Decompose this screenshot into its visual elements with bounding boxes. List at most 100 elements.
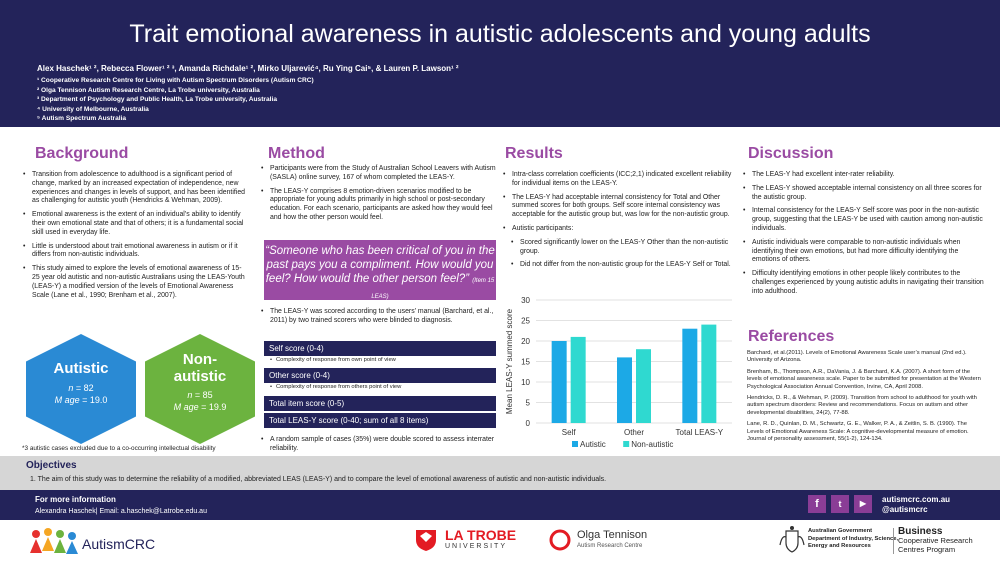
chart-bar xyxy=(570,336,586,423)
results-text: Intra-class correlation coefficients (IC… xyxy=(502,171,734,275)
reference-list: Barchard, et al.(2011). Levels of Emotio… xyxy=(747,350,982,447)
chart-y-tick-label: 15 xyxy=(521,358,530,367)
method-bullet: The LEAS-Y comprises 8 emotion-driven sc… xyxy=(260,188,496,223)
chart-y-tick-label: 20 xyxy=(521,337,530,346)
results-sub-bullet: Did not differ from the non-autistic gro… xyxy=(510,261,734,270)
autismcrc-logo: AutismCRC xyxy=(82,536,156,552)
youtube-icon[interactable]: ▶ xyxy=(854,495,872,513)
method-heading: Method xyxy=(268,145,325,162)
chart-bar xyxy=(551,341,567,423)
latrobe-logo: LA TROBE xyxy=(445,527,517,543)
contact-email[interactable]: Alexandra Haschek| Email: a.haschek@Latr… xyxy=(35,508,207,515)
autismcrc-figures-logo xyxy=(30,528,78,554)
chart-bar xyxy=(617,357,632,423)
chart-bar xyxy=(636,349,651,423)
olga-tennison-logo: Olga Tennison xyxy=(577,529,648,541)
method-bullet: Participants were from the Study of Aust… xyxy=(260,165,496,183)
objectives-heading: Objectives xyxy=(26,460,77,471)
poster-title: Trait emotional awareness in autistic ad… xyxy=(129,20,871,48)
chart-category-label: Total LEAS-Y xyxy=(676,428,724,437)
chart-legend-label: Non-autistic xyxy=(631,440,673,449)
chart-bar xyxy=(682,328,698,423)
score-desc: Complexity of response from others point… xyxy=(264,384,496,390)
score-box-self: Self score (0-4) xyxy=(264,341,496,356)
background-heading: Background xyxy=(35,145,129,162)
chart-category-label: Self xyxy=(562,428,577,437)
twitter-icon[interactable]: t xyxy=(831,495,849,513)
logo-row xyxy=(0,520,1000,562)
method-text-2: The LEAS-Y was scored according to the u… xyxy=(260,308,496,331)
score-desc: Complexity of response from own point of… xyxy=(264,357,496,363)
hex-title: Autistic xyxy=(53,360,109,377)
social-handle: @autismcrc xyxy=(882,505,928,514)
poster-header: Trait emotional awareness in autistic ad… xyxy=(0,0,1000,127)
affiliation: ³ Department of Psychology and Public He… xyxy=(37,96,277,104)
references-heading: References xyxy=(748,328,835,345)
reference-item: Lane, R. D., Quinlan, D. M., Schwartz, G… xyxy=(747,421,969,443)
background-footnote: *3 autistic cases excluded due to a co-o… xyxy=(22,445,216,452)
background-text: Transition from adolescence to adulthood… xyxy=(22,171,248,305)
affiliation: ¹ Cooperative Research Centre for Living… xyxy=(37,77,314,84)
discussion-bullet: The LEAS-Y showed acceptable internal co… xyxy=(742,185,988,203)
affiliation: ² Olga Tennison Autism Research Centre, … xyxy=(37,86,260,94)
chart-y-tick-label: 10 xyxy=(521,378,530,387)
reference-item: Brenham, B., Thompson, A.R., DaVania, J.… xyxy=(747,368,981,390)
autistic-sample-hexagon: Autistic n = 82 M age = 19.0 xyxy=(26,334,136,444)
facebook-icon[interactable]: f xyxy=(808,495,826,513)
chart-y-tick-label: 0 xyxy=(526,419,531,428)
method-text: Participants were from the Study of Aust… xyxy=(260,165,496,228)
chart-y-tick-label: 5 xyxy=(526,399,531,408)
hex-n: n = 85 xyxy=(187,390,213,400)
chart-y-tick-label: 30 xyxy=(521,296,530,305)
discussion-bullet: Difficulty identifying emotions in other… xyxy=(742,270,988,296)
background-bullet: Emotional awareness is the extent of an … xyxy=(22,211,248,237)
affiliations: ¹ Cooperative Research Centre for Living… xyxy=(37,76,314,124)
method-bullet: A random sample of cases (35%) were doub… xyxy=(260,436,496,454)
objectives-text: 1. The aim of this study was to determin… xyxy=(30,476,607,483)
website-link[interactable]: autismcrc.com.au @autismcrc xyxy=(882,495,951,514)
nonautistic-sample-hexagon: Non-autistic n = 85 M age = 19.9 xyxy=(145,334,255,444)
chart-legend-swatch xyxy=(572,441,578,447)
logo-divider xyxy=(893,528,894,554)
affiliation: ⁴ University of Melbourne, Australia xyxy=(37,105,149,113)
chart-y-tick-label: 25 xyxy=(521,317,530,326)
hex-age: M age = 19.9 xyxy=(173,402,227,412)
discussion-text: The LEAS-Y had excellent inter-rater rel… xyxy=(742,171,988,302)
background-bullet: This study aimed to explore the levels o… xyxy=(22,265,248,300)
latrobe-crest-icon xyxy=(416,530,436,551)
background-bullet: Transition from adolescence to adulthood… xyxy=(22,171,248,206)
hex-title: Non-autistic xyxy=(173,351,227,385)
chart-legend-swatch xyxy=(623,441,630,447)
score-box-item: Total item score (0-5) xyxy=(264,396,496,411)
discussion-bullet: The LEAS-Y had excellent inter-rater rel… xyxy=(742,171,988,180)
olga-tennison-subtitle: Autism Research Centre xyxy=(577,543,643,549)
australian-coat-of-arms-icon xyxy=(779,526,805,553)
latrobe-subtitle: UNIVERSITY xyxy=(445,543,508,550)
score-box-other: Other score (0-4) xyxy=(264,368,496,383)
hex-age: M age = 19.0 xyxy=(54,395,108,405)
example-item-quote: “Someone who has been critical of you in… xyxy=(264,240,496,300)
background-bullet: Little is understood about trait emotion… xyxy=(22,243,248,261)
reference-item: Hendricks, D. R., & Wehman, P. (2009). T… xyxy=(747,395,977,416)
results-bullet: Autistic participants: xyxy=(502,225,734,234)
affiliation: ⁵ Autism Spectrum Australia xyxy=(37,115,127,123)
method-bullet: The LEAS-Y was scored according to the u… xyxy=(260,308,496,326)
author-list: Alex Haschek¹ ², Rebecca Flower¹ ² ³, Am… xyxy=(37,64,459,73)
results-sub-bullet: Scored significantly lower on the LEAS-Y… xyxy=(510,239,734,257)
results-bar-chart: 0 5 10 15 20 25 30 Mean LEAS-Y summed score Self… xyxy=(505,296,732,449)
business-crc-logo: Business Cooperative Research Centres Pr… xyxy=(898,526,973,555)
olga-tennison-ring-icon xyxy=(549,529,571,551)
australian-government-logo: Australian Government Department of Indu… xyxy=(808,528,899,549)
discussion-bullet: Autistic individuals were comparable to … xyxy=(742,239,988,265)
results-bullet: Intra-class correlation coefficients (IC… xyxy=(502,171,734,189)
results-bullet: The LEAS-Y had acceptable internal consi… xyxy=(502,194,734,220)
chart-bar xyxy=(701,324,717,423)
discussion-bullet: Internal consistency for the LEAS-Y Self… xyxy=(742,207,988,233)
results-heading: Results xyxy=(505,145,563,162)
chart-category-label: Other xyxy=(624,428,644,437)
footer-band xyxy=(0,490,1000,520)
score-box-total: Total LEAS-Y score (0-40; sum of all 8 i… xyxy=(264,413,496,428)
quote-source: (Item 15 LEAS) xyxy=(371,278,495,300)
chart-y-axis-label: Mean LEAS-Y summed score xyxy=(505,308,514,414)
hex-n: n = 82 xyxy=(68,383,94,393)
